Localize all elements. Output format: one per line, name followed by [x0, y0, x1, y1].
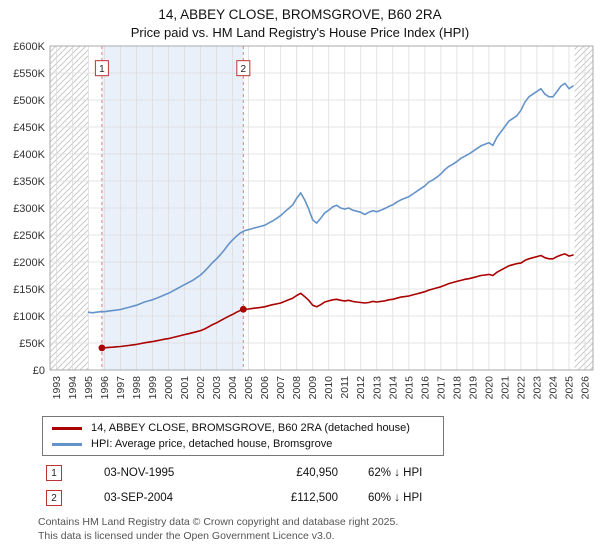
svg-text:2024: 2024: [547, 376, 559, 400]
chart-legend: 14, ABBEY CLOSE, BROMSGROVE, B60 2RA (de…: [42, 416, 444, 456]
svg-text:2021: 2021: [499, 376, 511, 400]
sale-1-hpi-delta: 62% ↓ HPI: [368, 467, 423, 479]
svg-text:2023: 2023: [531, 376, 543, 400]
sale-1-marker-badge: 1: [46, 465, 62, 481]
svg-text:2: 2: [241, 64, 247, 75]
sale-1-price: £40,950: [296, 467, 338, 479]
svg-text:1999: 1999: [147, 376, 159, 400]
property-line-swatch: [52, 426, 82, 430]
svg-text:2002: 2002: [195, 376, 207, 400]
svg-text:2025: 2025: [563, 376, 575, 400]
page-title: 14, ABBEY CLOSE, BROMSGROVE, B60 2RA: [158, 7, 442, 22]
svg-text:£0: £0: [33, 365, 45, 377]
svg-text:£600K: £600K: [13, 42, 45, 53]
svg-text:2022: 2022: [515, 376, 527, 400]
svg-text:2026: 2026: [579, 376, 591, 400]
footer-line-1: Contains HM Land Registry data © Crown c…: [38, 516, 399, 528]
svg-text:2012: 2012: [355, 376, 367, 400]
svg-text:£150K: £150K: [13, 284, 45, 296]
svg-text:2005: 2005: [243, 376, 255, 400]
svg-text:£100K: £100K: [13, 311, 45, 323]
svg-text:2001: 2001: [179, 376, 191, 400]
svg-text:2020: 2020: [483, 376, 495, 400]
svg-text:2016: 2016: [419, 376, 431, 400]
svg-text:2004: 2004: [227, 376, 239, 400]
license-footer: Contains HM Land Registry data © Crown c…: [38, 516, 600, 543]
page-subtitle: Price paid vs. HM Land Registry's House …: [130, 25, 470, 40]
svg-text:£300K: £300K: [13, 203, 45, 215]
svg-text:1996: 1996: [99, 376, 111, 400]
svg-text:2018: 2018: [451, 376, 463, 400]
legend-property-label: 14, ABBEY CLOSE, BROMSGROVE, B60 2RA (de…: [91, 422, 410, 434]
sale-2-marker-badge: 2: [46, 490, 62, 506]
svg-text:1994: 1994: [67, 376, 79, 400]
hpi-line-swatch: [52, 442, 82, 446]
svg-text:1997: 1997: [115, 376, 127, 400]
svg-text:2007: 2007: [275, 376, 287, 400]
svg-text:1: 1: [99, 64, 105, 75]
svg-text:2003: 2003: [211, 376, 223, 400]
legend-item-property: 14, ABBEY CLOSE, BROMSGROVE, B60 2RA (de…: [52, 422, 434, 434]
svg-text:2008: 2008: [291, 376, 303, 400]
svg-text:£250K: £250K: [13, 230, 45, 242]
sale-1-date: 03-NOV-1995: [104, 467, 175, 479]
price-history-chart: 1 2 £0 £50K £100K £150K £200K £250K £300K £350K £4…: [13, 42, 594, 400]
svg-text:2013: 2013: [371, 376, 383, 400]
svg-text:£200K: £200K: [13, 257, 45, 269]
svg-text:£450K: £450K: [13, 122, 45, 134]
sale-row-1: 1 03-NOV-1995 £40,950 62% ↓ HPI: [46, 465, 600, 481]
svg-text:2010: 2010: [323, 376, 335, 400]
svg-text:1998: 1998: [131, 376, 143, 400]
svg-text:2006: 2006: [259, 376, 271, 400]
svg-text:1993: 1993: [51, 376, 63, 400]
sale-2-price: £112,500: [290, 492, 338, 504]
sale-annotations: 1 03-NOV-1995 £40,950 62% ↓ HPI 2 03-SEP…: [0, 465, 600, 506]
svg-text:2015: 2015: [403, 376, 415, 400]
svg-text:£350K: £350K: [13, 176, 45, 188]
sale-2-hpi-delta: 60% ↓ HPI: [368, 492, 423, 504]
sale-2-date: 03-SEP-2004: [104, 492, 174, 504]
svg-text:2000: 2000: [163, 376, 175, 400]
svg-text:1995: 1995: [83, 376, 95, 400]
legend-hpi-label: HPI: Average price, detached house, Brom…: [91, 438, 333, 450]
svg-text:2011: 2011: [339, 376, 351, 399]
svg-text:£550K: £550K: [13, 68, 45, 80]
svg-text:£400K: £400K: [13, 149, 45, 161]
svg-text:£500K: £500K: [13, 95, 45, 107]
svg-text:2017: 2017: [435, 376, 447, 400]
svg-text:£50K: £50K: [19, 338, 45, 350]
svg-text:2019: 2019: [467, 376, 479, 400]
footer-line-2: This data is licensed under the Open Gov…: [38, 529, 335, 542]
svg-text:2014: 2014: [387, 376, 399, 400]
svg-text:2009: 2009: [307, 376, 319, 400]
legend-item-hpi: HPI: Average price, detached house, Brom…: [52, 438, 434, 450]
sale-row-2: 2 03-SEP-2004 £112,500 60% ↓ HPI: [46, 490, 600, 506]
